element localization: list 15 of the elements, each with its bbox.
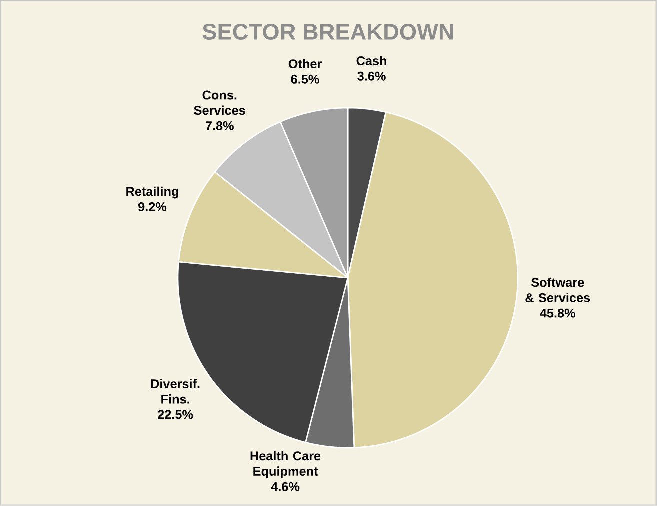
data-label: 6.5% bbox=[291, 74, 320, 84]
slice-label: Retailing bbox=[126, 186, 178, 199]
slice-label: Diversif. Fins. bbox=[151, 379, 200, 404]
slice-label: Cons. Services bbox=[194, 90, 246, 116]
slice-label: Other bbox=[288, 59, 322, 69]
slice-label: Software & Services bbox=[526, 278, 590, 302]
data-label: 4.6% bbox=[271, 482, 300, 492]
slice-label: Health Care Equipment bbox=[250, 451, 321, 478]
data-label: 7.8% bbox=[206, 121, 234, 130]
data-label: 3.6% bbox=[358, 72, 386, 81]
chart-title: SECTOR BREAKDOWN bbox=[202, 24, 454, 40]
slice-label: Cash bbox=[356, 56, 386, 66]
data-label: 45.8% bbox=[540, 308, 576, 318]
data-label: 22.5% bbox=[158, 410, 194, 420]
data-label: 9.2% bbox=[138, 202, 167, 212]
